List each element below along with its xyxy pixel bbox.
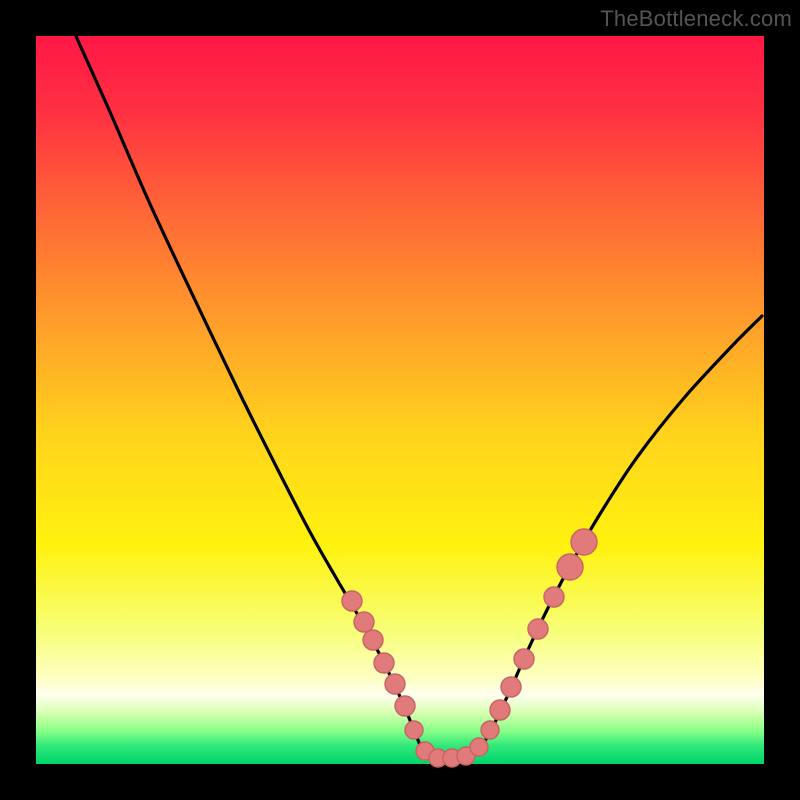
bead-17 <box>544 587 564 607</box>
bead-13 <box>490 700 510 720</box>
bead-18 <box>557 554 583 580</box>
bottleneck-v-chart <box>0 0 800 800</box>
bead-16 <box>528 619 548 639</box>
bead-6 <box>405 721 423 739</box>
bead-5 <box>395 696 415 716</box>
bead-0 <box>342 591 362 611</box>
chart-stage: TheBottleneck.com <box>0 0 800 800</box>
bead-12 <box>481 721 499 739</box>
plot-background <box>36 36 764 764</box>
bead-15 <box>514 649 534 669</box>
watermark-text: TheBottleneck.com <box>600 6 792 32</box>
bead-11 <box>470 738 488 756</box>
bead-4 <box>385 674 405 694</box>
bead-14 <box>501 677 521 697</box>
bead-1 <box>354 612 374 632</box>
bead-19 <box>571 529 597 555</box>
bead-3 <box>374 653 394 673</box>
bead-2 <box>363 630 383 650</box>
